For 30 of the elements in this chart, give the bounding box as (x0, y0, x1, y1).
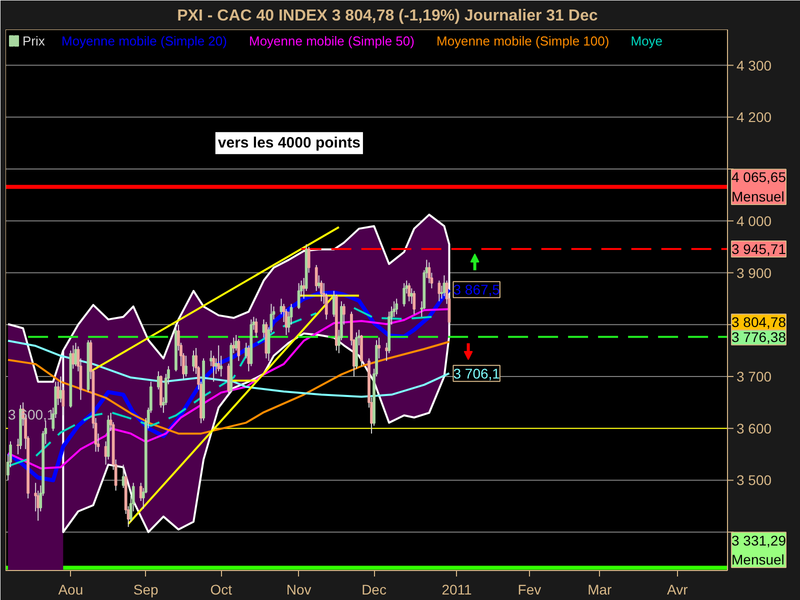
x-tick-label: Dec (362, 582, 386, 598)
chart-title: PXI - CAC 40 INDEX 3 804,78 (-1,19%) Journalier 31 Dec (177, 8, 598, 24)
text: Moyenne mobile (Simple 20) (62, 34, 227, 48)
data-label: 3 706,1 (453, 365, 500, 382)
x-tick-label: Nov (286, 582, 312, 598)
legend-label: Prix (22, 34, 46, 48)
x-tick-label: Sep (133, 582, 159, 598)
y-tick-label: 3 600 (736, 420, 772, 436)
text: Moyenne mobile (Simple 50) (249, 34, 414, 48)
x-tick-label: Fev (518, 582, 542, 598)
ref-line-label: 3 331,29 Mensuel (732, 532, 786, 568)
y-tick-label: 4 000 (736, 212, 772, 229)
x-tick-label: 2011 (442, 582, 472, 598)
text: Moye (630, 34, 663, 48)
y-tick-label: 4 200 (736, 109, 772, 126)
data-label: 3 867,5 (453, 282, 500, 298)
x-tick-label: Oct (210, 582, 232, 598)
text: 3 804,78 (732, 314, 786, 330)
y-tick-label: 3 700 (736, 368, 772, 385)
annotation: vers les 4000 points (218, 134, 360, 152)
x-tick-label: Avr (666, 582, 688, 598)
data-label: 3 776,38 (732, 328, 786, 345)
y-tick-label: 3 500 (736, 472, 772, 488)
data-label: 3 945,71 (732, 241, 786, 258)
y-tick-label: 3 900 (736, 264, 772, 281)
x-tick-label: Aou (58, 582, 84, 598)
y-tick-label: 4 300 (736, 57, 772, 74)
text: Moyenne mobile (Simple 100) (436, 34, 610, 48)
ref-line-label: 4 065,65 Mensuel (732, 169, 786, 204)
x-tick-label: Mar (588, 582, 612, 598)
